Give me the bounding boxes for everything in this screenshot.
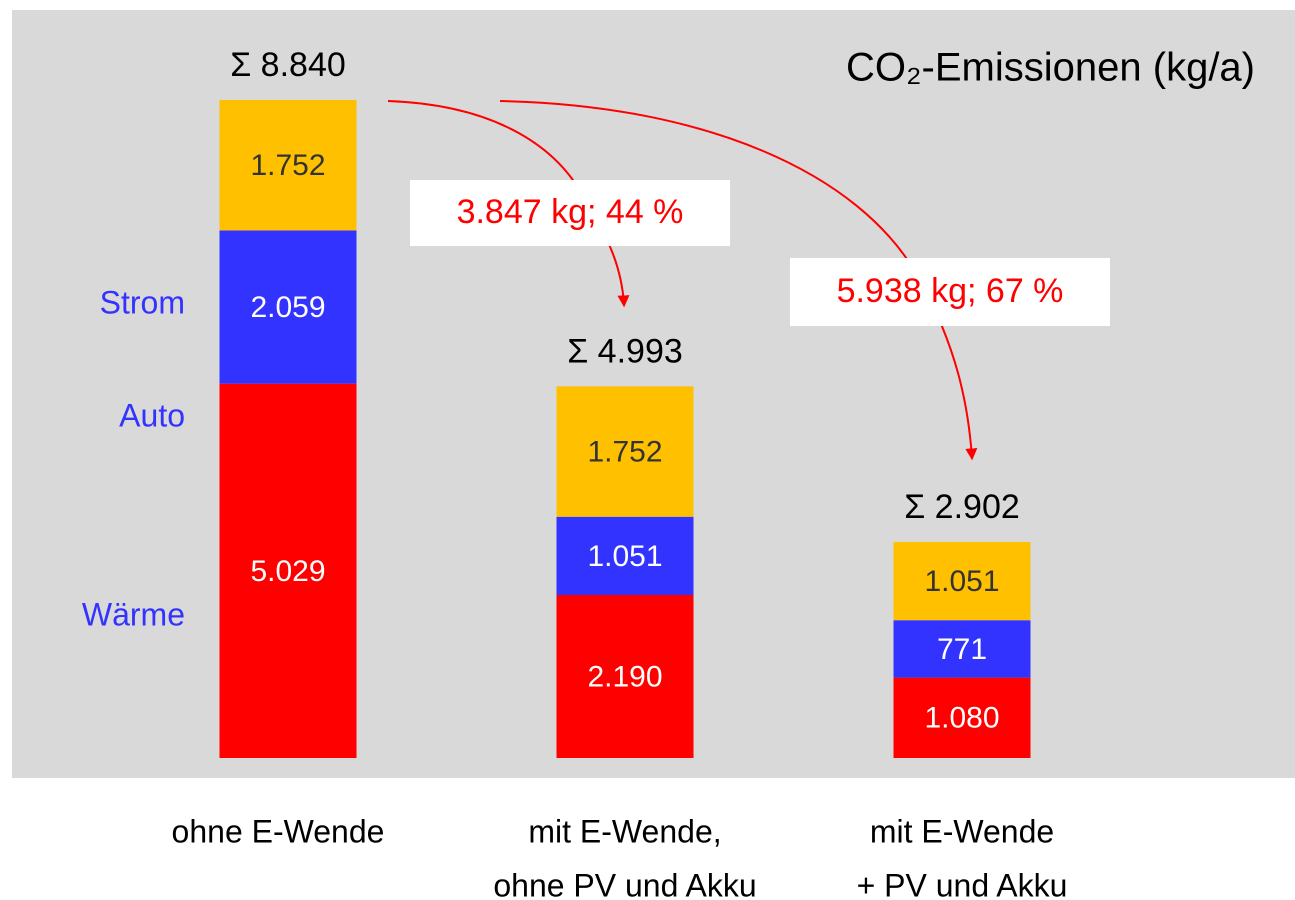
x-tick-label: + PV und Akku [857,867,1068,900]
data-label: 1.752 [250,149,325,182]
annotation-box [410,180,730,246]
total-label: Σ 8.840 [230,46,346,84]
legend-label: Wärme [82,596,185,632]
x-tick-label: ohne E-Wende [172,813,385,849]
bar-segment [556,516,694,595]
bar-segment [556,386,694,517]
total-label: Σ 2.902 [904,488,1020,526]
bar-segment [893,620,1031,678]
total-label: Σ 4.993 [567,332,683,370]
bar-segment [893,677,1031,758]
bar-segment [893,541,1031,621]
legend-label: Auto [119,397,185,433]
chart-title: CO₂-Emissionen (kg/a) [846,46,1255,90]
arrow [499,100,978,461]
data-label: 2.059 [250,291,325,324]
data-label: 2.190 [587,660,662,693]
x-tick-label: mit E-Wende, [528,813,721,849]
data-label: 1.051 [924,565,999,598]
data-label: 1.051 [587,540,662,573]
annotation: 3.847 kg; 44 % [457,193,684,231]
data-label: 1.080 [924,702,999,735]
data-label: 771 [937,633,987,666]
x-tick-label: ohne PV und Akku [493,867,756,900]
bar-segment [219,383,357,758]
x-tick-label: mit E-Wende [870,813,1054,849]
bar-segment [219,100,357,231]
bar-segment [219,230,357,384]
annotation-box [790,258,1110,326]
legend-label: Strom [100,284,185,320]
bar-segment [556,594,694,758]
data-label: 5.029 [250,555,325,588]
annotation: 5.938 kg; 67 % [837,272,1064,310]
data-label: 1.752 [587,435,662,468]
